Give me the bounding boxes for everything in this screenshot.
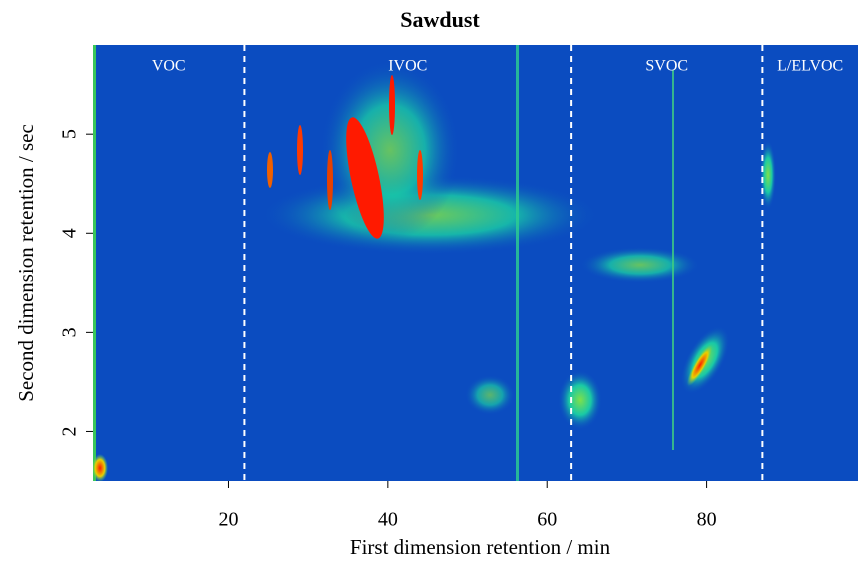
plot-background — [93, 45, 858, 481]
region-label: VOC — [152, 58, 186, 75]
signal-blob — [267, 152, 273, 188]
signal-blob — [760, 140, 776, 210]
x-tick-label: 40 — [378, 509, 398, 531]
signal-blob — [417, 150, 423, 200]
y-tick-label: 2 — [59, 426, 81, 436]
signal-blob — [93, 454, 108, 481]
region-label: L/ELVOC — [777, 58, 843, 75]
signal-blob — [93, 45, 96, 481]
signal-layer — [93, 45, 776, 481]
signal-blob — [580, 247, 700, 283]
x-tick-label: 80 — [697, 509, 717, 531]
signal-blob — [346, 117, 384, 239]
signal-blob — [327, 150, 333, 210]
y-tick-label: 4 — [59, 228, 81, 238]
signal-blob — [297, 125, 303, 175]
signal-blob — [389, 75, 395, 135]
chart-title: Sawdust — [400, 7, 480, 32]
x-tick-label: 60 — [537, 509, 557, 531]
signal-blob — [516, 45, 519, 481]
signal-blob — [465, 375, 515, 415]
x-axis-label: First dimension retention / min — [350, 535, 611, 559]
signal-blob — [558, 370, 602, 430]
y-axis-label: Second dimension retention / sec — [14, 124, 38, 402]
region-label: SVOC — [645, 58, 688, 75]
region-label: IVOC — [388, 58, 427, 75]
y-tick-label: 5 — [59, 129, 81, 139]
y-tick-label: 3 — [59, 327, 81, 337]
signal-blob — [672, 70, 674, 450]
signal-blob — [686, 344, 714, 386]
x-tick-label: 20 — [218, 509, 238, 531]
